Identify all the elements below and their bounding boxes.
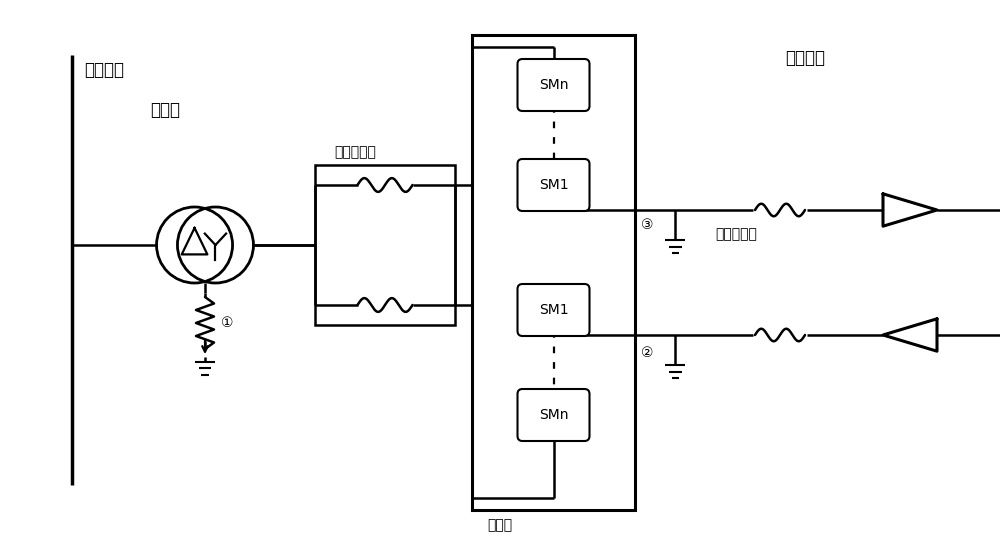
Text: 联接变: 联接变 bbox=[150, 101, 180, 119]
Text: SMn: SMn bbox=[539, 78, 568, 92]
Text: ③: ③ bbox=[641, 218, 653, 232]
Text: ②: ② bbox=[641, 346, 653, 360]
Text: 桥臂电抗器: 桥臂电抗器 bbox=[334, 145, 376, 159]
FancyBboxPatch shape bbox=[518, 389, 590, 441]
FancyBboxPatch shape bbox=[518, 159, 590, 211]
FancyBboxPatch shape bbox=[518, 59, 590, 111]
Text: ①: ① bbox=[221, 316, 233, 330]
Text: 换流阀: 换流阀 bbox=[487, 518, 513, 532]
Bar bbox=[472, 35, 635, 510]
FancyBboxPatch shape bbox=[518, 284, 590, 336]
Text: 平波电抗器: 平波电抗器 bbox=[715, 227, 757, 241]
Text: 交流母线: 交流母线 bbox=[84, 61, 124, 79]
Text: SMn: SMn bbox=[539, 408, 568, 422]
Bar bbox=[315, 165, 455, 325]
Text: SM1: SM1 bbox=[539, 303, 568, 317]
Text: SM1: SM1 bbox=[539, 178, 568, 192]
Text: 直流线路: 直流线路 bbox=[785, 49, 825, 67]
